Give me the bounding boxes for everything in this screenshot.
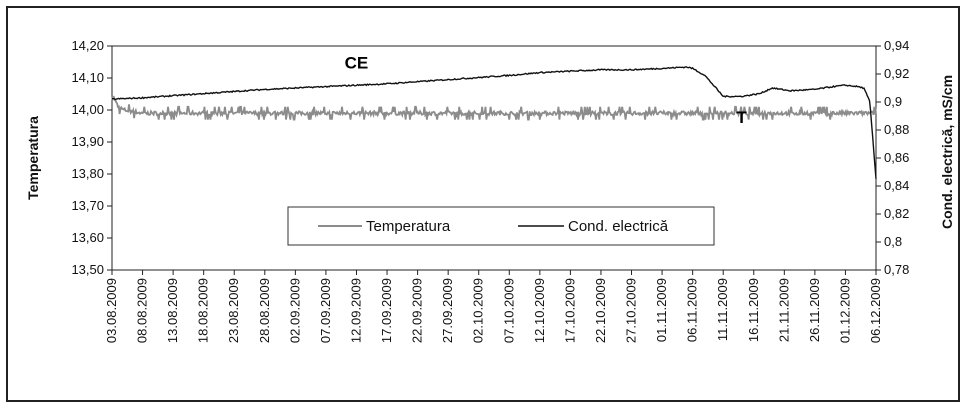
left-tick-label: 13,90 [71,134,104,149]
left-tick-label: 14,20 [71,38,104,53]
x-tick-label: 16.11.2009 [746,278,761,342]
y-axis-left-title: Temperatura [25,116,41,200]
left-tick-label: 14,00 [71,102,104,117]
x-tick-label: 07.09.2009 [318,278,333,343]
left-tick-label: 13,70 [71,198,104,213]
x-tick-label: 12.10.2009 [532,278,547,343]
x-tick-label: 02.09.2009 [287,278,302,343]
x-tick-label: 27.09.2009 [440,278,455,343]
x-tick-label: 03.08.2009 [104,278,119,343]
x-axis: 03.08.2009 08.08.2009 13.08.2009 18.08.2009… [104,270,883,343]
x-tick-label: 26.11.2009 [807,278,822,342]
x-tick-label: 01.12.2009 [837,278,852,343]
x-tick-label: 22.09.2009 [410,278,425,343]
right-tick-label: 0,86 [884,150,909,165]
right-tick-label: 0,92 [884,66,909,81]
left-tick-label: 14,10 [71,70,104,85]
series-line-temperatura [111,95,877,121]
right-tick-label: 0,82 [884,206,909,221]
x-tick-label: 23.08.2009 [226,278,241,343]
x-tick-label: 17.09.2009 [379,278,394,343]
annotation-ce: CE [345,53,369,72]
x-tick-label: 07.10.2009 [501,278,516,343]
x-tick-label: 21.11.2009 [776,278,791,342]
right-tick-label: 0,88 [884,122,909,137]
left-tick-label: 13,60 [71,230,104,245]
legend-label-temperatura: Temperatura [366,218,451,235]
x-tick-label: 22.10.2009 [593,278,608,343]
right-tick-label: 0,94 [884,38,909,53]
right-tick-label: 0,78 [884,262,909,277]
legend-label-cond-electrica: Cond. electrică [568,218,669,235]
left-tick-label: 13,80 [71,166,104,181]
series-layer [111,66,877,179]
x-tick-label: 17.10.2009 [562,278,577,343]
right-tick-label: 0,9 [884,94,902,109]
x-tick-label: 11.11.2009 [715,278,730,341]
y-axis-right-title: Cond. electrică, mS/cm [939,75,955,229]
left-axis: 14,20 14,10 14,00 13,90 13,80 13,70 13,60 13,50 [71,38,112,277]
legend: Temperatura Cond. electrică [287,206,715,246]
right-tick-label: 0,8 [884,234,902,249]
x-tick-label: 12.09.2009 [348,278,363,343]
x-tick-label: 13.08.2009 [165,278,180,343]
x-tick-label: 18.08.2009 [196,278,211,343]
x-tick-label: 01.11.2009 [654,278,669,342]
chart-frame [6,6,960,402]
x-tick-label: 28.08.2009 [257,278,272,343]
x-tick-label: 02.10.2009 [471,278,486,343]
x-tick-label: 06.11.2009 [685,278,700,342]
left-tick-label: 13,50 [71,262,104,277]
annotation-t: T [736,108,747,127]
x-tick-label: 08.08.2009 [135,278,150,343]
x-tick-label: 27.10.2009 [624,278,639,343]
series-line-cond-electrica [112,66,877,179]
right-axis: 0,94 0,92 0,9 0,88 0,86 0,84 0,82 0,8 0,78 [876,38,909,277]
x-tick-label: 06.12.2009 [868,278,883,343]
right-tick-label: 0,84 [884,178,909,193]
